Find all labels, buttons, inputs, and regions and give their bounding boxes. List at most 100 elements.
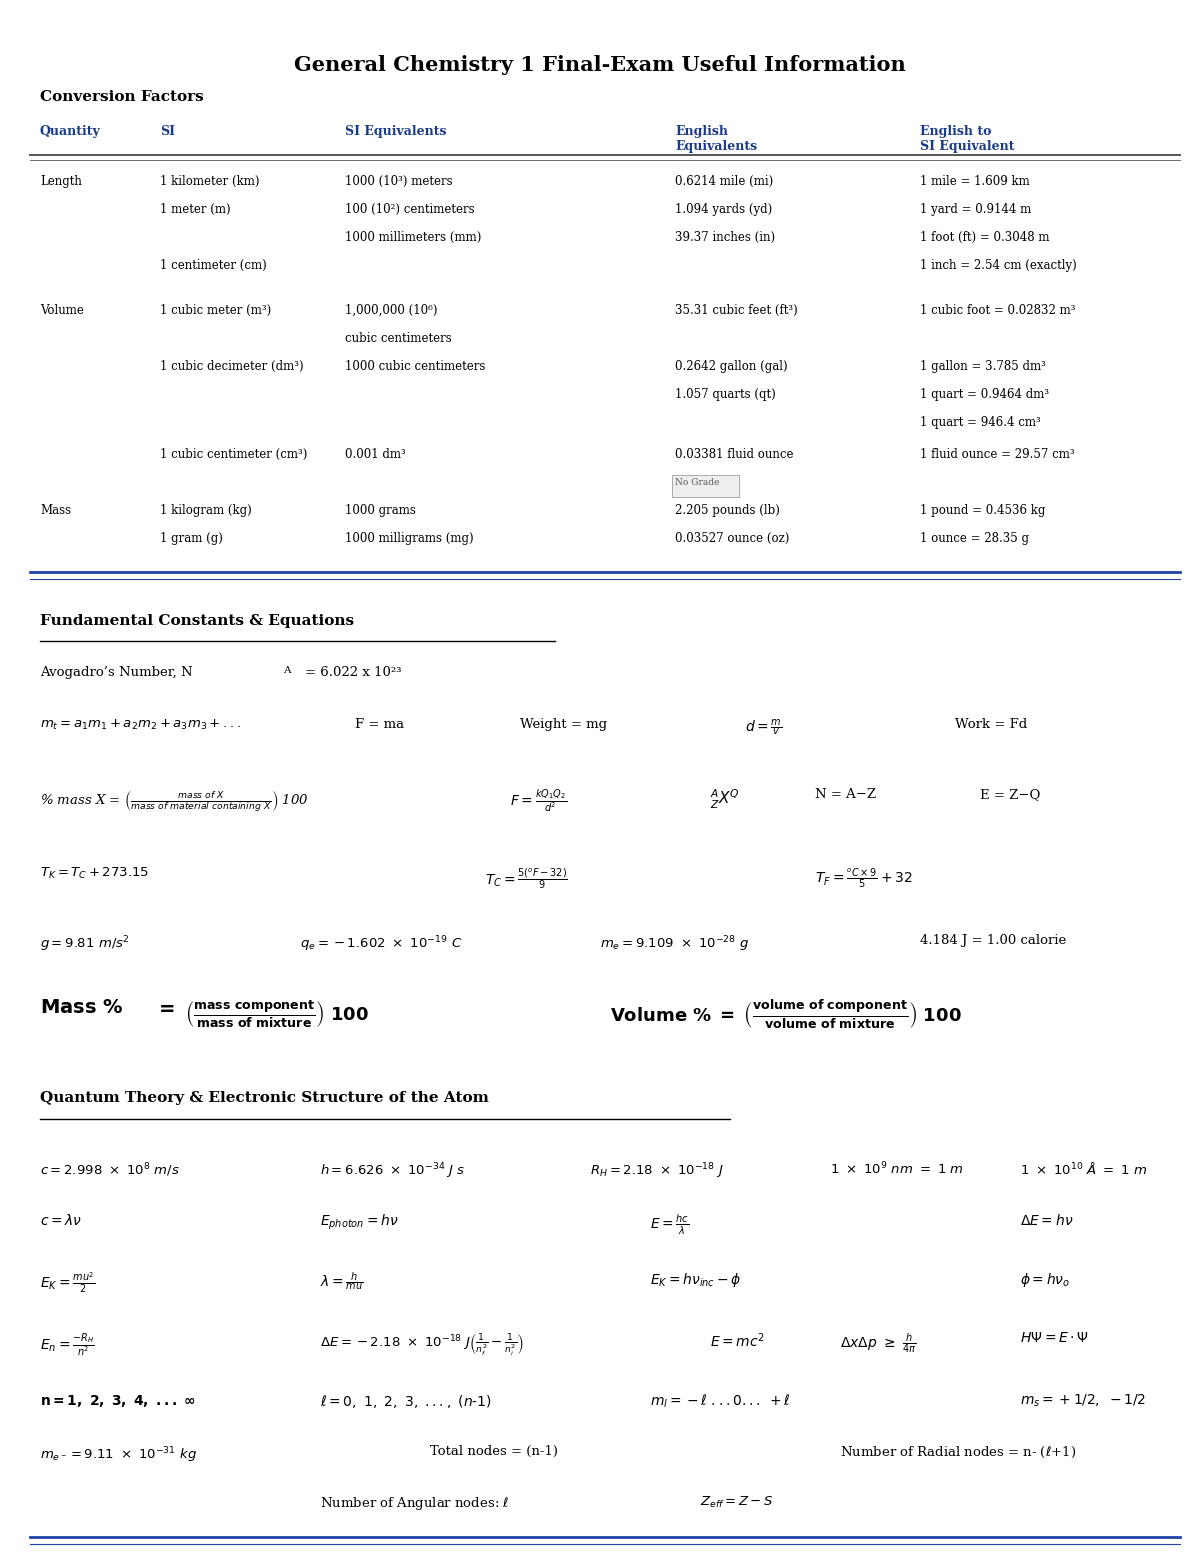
Text: $m_e = 9.109\ \times\ 10^{-28}\ g$: $m_e = 9.109\ \times\ 10^{-28}\ g$ [600, 933, 749, 954]
Text: $H\Psi = E \cdot \Psi$: $H\Psi = E \cdot \Psi$ [1020, 1331, 1090, 1345]
Text: $c = 2.998\ \times\ 10^8\ m/s$: $c = 2.998\ \times\ 10^8\ m/s$ [40, 1162, 180, 1179]
Text: $1\ \times\ 10^{10}\ \AA\ =\ 1\ m$: $1\ \times\ 10^{10}\ \AA\ =\ 1\ m$ [1020, 1162, 1147, 1177]
Text: $\mathbf{Volume\ \%\ =\ \left(\frac{volume\ of\ component}{volume\ of\ mixture}\: $\mathbf{Volume\ \%\ =\ \left(\frac{volu… [610, 999, 961, 1031]
Text: 1 ounce = 28.35 g: 1 ounce = 28.35 g [920, 533, 1030, 545]
Text: $\mathbf{=}$: $\mathbf{=}$ [155, 999, 175, 1017]
Text: 1000 milligrams (mg): 1000 milligrams (mg) [346, 533, 474, 545]
Text: 1 kilometer (km): 1 kilometer (km) [160, 175, 259, 188]
Text: $\mathbf{\left(\frac{mass\ component}{mass\ of\ mixture}\right)\ 100}$: $\mathbf{\left(\frac{mass\ component}{ma… [185, 999, 368, 1030]
Text: $E_K = h\nu_{inc} - \phi$: $E_K = h\nu_{inc} - \phi$ [650, 1270, 742, 1289]
Text: Volume: Volume [40, 304, 84, 317]
Text: 1 gram (g): 1 gram (g) [160, 533, 223, 545]
Text: 4.184 J = 1.00 calorie: 4.184 J = 1.00 calorie [920, 933, 1067, 947]
Text: $^A_Z X^Q$: $^A_Z X^Q$ [710, 787, 740, 811]
Text: 1,000,000 (10⁶): 1,000,000 (10⁶) [346, 304, 438, 317]
Text: 0.6214 mile (mi): 0.6214 mile (mi) [674, 175, 773, 188]
Text: 0.001 dm³: 0.001 dm³ [346, 447, 406, 461]
Text: $Z_{eff} = Z - S$: $Z_{eff} = Z - S$ [700, 1496, 774, 1510]
FancyBboxPatch shape [672, 475, 739, 497]
Text: Work = Fd: Work = Fd [955, 717, 1027, 731]
Text: $T_F = \frac{^oC\times9}{5} + 32$: $T_F = \frac{^oC\times9}{5} + 32$ [815, 867, 913, 890]
Text: $1\ \times\ 10^9\ nm\ =\ 1\ m$: $1\ \times\ 10^9\ nm\ =\ 1\ m$ [830, 1162, 964, 1177]
Text: Weight = mg: Weight = mg [520, 717, 607, 731]
Text: cubic centimeters: cubic centimeters [346, 332, 451, 345]
Text: 1 quart = 0.9464 dm³: 1 quart = 0.9464 dm³ [920, 388, 1049, 401]
Text: 100 (10²) centimeters: 100 (10²) centimeters [346, 203, 475, 216]
Text: E = Z−Q: E = Z−Q [980, 787, 1040, 801]
Text: $E_{photon} = h\nu$: $E_{photon} = h\nu$ [320, 1213, 398, 1232]
Text: Quantity: Quantity [40, 124, 101, 138]
Text: Length: Length [40, 175, 82, 188]
Text: 1 quart = 946.4 cm³: 1 quart = 946.4 cm³ [920, 416, 1040, 429]
Text: Number of Angular nodes: $\ell$: Number of Angular nodes: $\ell$ [320, 1496, 510, 1513]
Text: 0.2642 gallon (gal): 0.2642 gallon (gal) [674, 360, 787, 373]
Text: 39.37 inches (in): 39.37 inches (in) [674, 231, 775, 244]
Text: General Chemistry 1 Final-Exam Useful Information: General Chemistry 1 Final-Exam Useful In… [294, 54, 906, 75]
Text: $m_s = +1/2,\ -1/2$: $m_s = +1/2,\ -1/2$ [1020, 1393, 1146, 1410]
Text: 1000 grams: 1000 grams [346, 505, 416, 517]
Text: 1 cubic meter (m³): 1 cubic meter (m³) [160, 304, 271, 317]
Text: English to
SI Equivalent: English to SI Equivalent [920, 124, 1014, 154]
Text: 1 mile = 1.609 km: 1 mile = 1.609 km [920, 175, 1030, 188]
Text: 1000 millimeters (mm): 1000 millimeters (mm) [346, 231, 481, 244]
Text: SI: SI [160, 124, 175, 138]
Text: $T_C = \frac{5(^oF-32)}{9}$: $T_C = \frac{5(^oF-32)}{9}$ [485, 867, 568, 891]
Text: 1 centimeter (cm): 1 centimeter (cm) [160, 259, 266, 272]
Text: Total nodes = (n-1): Total nodes = (n-1) [430, 1444, 558, 1458]
Text: $g = 9.81\ m/s^2$: $g = 9.81\ m/s^2$ [40, 933, 130, 954]
Text: $\mathbf{n = 1,\ 2,\ 3,\ 4,\ ...\ \infty}$: $\mathbf{n = 1,\ 2,\ 3,\ 4,\ ...\ \infty… [40, 1393, 196, 1409]
Text: 1 yard = 0.9144 m: 1 yard = 0.9144 m [920, 203, 1031, 216]
Text: $\Delta E = -2.18\ \times\ 10^{-18}\ J\left(\frac{1}{n_f^2} - \frac{1}{n_i^2}\ri: $\Delta E = -2.18\ \times\ 10^{-18}\ J\l… [320, 1331, 524, 1357]
Text: 1.057 quarts (qt): 1.057 quarts (qt) [674, 388, 775, 401]
Text: $E_n = \frac{-R_H}{n^2}$: $E_n = \frac{-R_H}{n^2}$ [40, 1331, 95, 1359]
Text: $q_e = -1.602\ \times\ 10^{-19}\ C$: $q_e = -1.602\ \times\ 10^{-19}\ C$ [300, 933, 462, 954]
Text: Avogadro’s Number, N: Avogadro’s Number, N [40, 666, 193, 679]
Text: $F = \frac{kQ_1Q_2}{d^2}$: $F = \frac{kQ_1Q_2}{d^2}$ [510, 787, 568, 815]
Text: A: A [283, 666, 290, 676]
Text: Conversion Factors: Conversion Factors [40, 90, 204, 104]
Text: 1000 (10³) meters: 1000 (10³) meters [346, 175, 452, 188]
Text: % mass X = $\left(\frac{mass\ of\ X}{mass\ of\ material\ containing\ X}\right)$ : % mass X = $\left(\frac{mass\ of\ X}{mas… [40, 787, 308, 814]
Text: 1 foot (ft) = 0.3048 m: 1 foot (ft) = 0.3048 m [920, 231, 1050, 244]
Text: 1 cubic centimeter (cm³): 1 cubic centimeter (cm³) [160, 447, 307, 461]
Text: 1 cubic foot = 0.02832 m³: 1 cubic foot = 0.02832 m³ [920, 304, 1075, 317]
Text: $\ell = 0,\ 1,\ 2,\ 3,\ ...,\ (n\text{-}1)$: $\ell = 0,\ 1,\ 2,\ 3,\ ...,\ (n\text{-}… [320, 1393, 492, 1410]
Text: 1 gallon = 3.785 dm³: 1 gallon = 3.785 dm³ [920, 360, 1046, 373]
Text: N = A−Z: N = A−Z [815, 787, 876, 801]
Text: $m_t = a_1m_1 + a_2m_2 + a_3m_3 + ...$: $m_t = a_1m_1 + a_2m_2 + a_3m_3 + ...$ [40, 717, 241, 731]
Text: $\mathbf{Mass\ \%}$: $\mathbf{Mass\ \%}$ [40, 999, 122, 1017]
Text: No Grade: No Grade [674, 478, 719, 488]
Text: $\lambda = \frac{h}{mu}$: $\lambda = \frac{h}{mu}$ [320, 1270, 364, 1294]
Text: $\Delta x\Delta p\ \geq\ \frac{h}{4\pi}$: $\Delta x\Delta p\ \geq\ \frac{h}{4\pi}$ [840, 1331, 917, 1354]
Text: 1 kilogram (kg): 1 kilogram (kg) [160, 505, 252, 517]
Text: $m_{e^-} = 9.11\ \times\ 10^{-31}\ kg$: $m_{e^-} = 9.11\ \times\ 10^{-31}\ kg$ [40, 1444, 197, 1464]
Text: 1.094 yards (yd): 1.094 yards (yd) [674, 203, 773, 216]
Text: $T_K = T_C + 273.15$: $T_K = T_C + 273.15$ [40, 867, 149, 881]
Text: $R_H = 2.18\ \times\ 10^{-18}\ J$: $R_H = 2.18\ \times\ 10^{-18}\ J$ [590, 1162, 724, 1180]
Text: = 6.022 x 10²³: = 6.022 x 10²³ [305, 666, 402, 679]
Text: $E = mc^2$: $E = mc^2$ [710, 1331, 764, 1350]
Text: $m_l = -\ell\ ...0...\ +\ell$: $m_l = -\ell\ ...0...\ +\ell$ [650, 1393, 791, 1410]
Text: $E_K = \frac{mu^2}{2}$: $E_K = \frac{mu^2}{2}$ [40, 1270, 95, 1295]
Text: 1 pound = 0.4536 kg: 1 pound = 0.4536 kg [920, 505, 1045, 517]
Text: $c = \lambda\nu$: $c = \lambda\nu$ [40, 1213, 83, 1228]
Text: 1000 cubic centimeters: 1000 cubic centimeters [346, 360, 485, 373]
Text: Quantum Theory & Electronic Structure of the Atom: Quantum Theory & Electronic Structure of… [40, 1092, 488, 1106]
Text: $\phi = h\nu_o$: $\phi = h\nu_o$ [1020, 1270, 1070, 1289]
Text: 1 cubic decimeter (dm³): 1 cubic decimeter (dm³) [160, 360, 304, 373]
Text: 35.31 cubic feet (ft³): 35.31 cubic feet (ft³) [674, 304, 798, 317]
Text: English
Equivalents: English Equivalents [674, 124, 757, 154]
Text: $E = \frac{hc}{\lambda}$: $E = \frac{hc}{\lambda}$ [650, 1213, 689, 1238]
Text: Mass: Mass [40, 505, 71, 517]
Text: SI Equivalents: SI Equivalents [346, 124, 446, 138]
Text: Fundamental Constants & Equations: Fundamental Constants & Equations [40, 613, 354, 627]
Text: $h = 6.626\ \times\ 10^{-34}\ J\ s$: $h = 6.626\ \times\ 10^{-34}\ J\ s$ [320, 1162, 466, 1180]
Text: 0.03381 fluid ounce: 0.03381 fluid ounce [674, 447, 793, 461]
Text: $\Delta E = h\nu$: $\Delta E = h\nu$ [1020, 1213, 1074, 1228]
Text: F = ma: F = ma [355, 717, 404, 731]
Text: 1 meter (m): 1 meter (m) [160, 203, 230, 216]
Text: 2.205 pounds (lb): 2.205 pounds (lb) [674, 505, 780, 517]
Text: Number of Radial nodes = n- ($\ell$+1): Number of Radial nodes = n- ($\ell$+1) [840, 1444, 1076, 1460]
Text: 1 inch = 2.54 cm (exactly): 1 inch = 2.54 cm (exactly) [920, 259, 1076, 272]
Text: $d = \frac{m}{v}$: $d = \frac{m}{v}$ [745, 717, 782, 738]
